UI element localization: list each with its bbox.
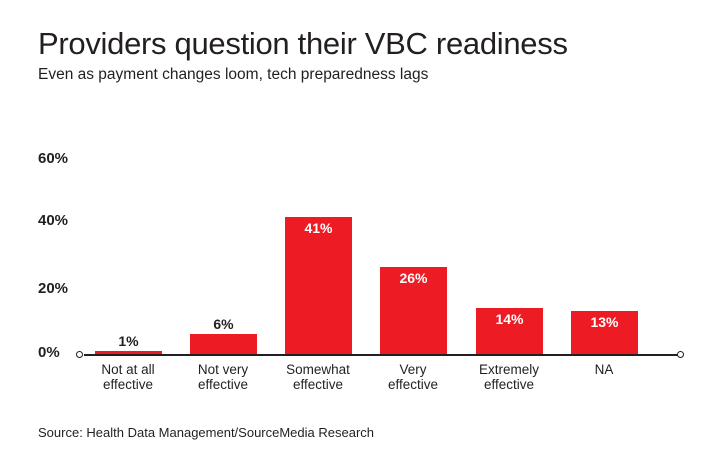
bar-value-label: 41% [304, 220, 333, 236]
bar-value-label: 26% [399, 270, 428, 286]
bar-not-very-effective [190, 334, 257, 355]
axis-start-circle-icon [76, 351, 83, 358]
chart-subtitle: Even as payment changes loom, tech prepa… [38, 66, 429, 83]
bar-value-label: 6% [213, 316, 234, 332]
y-tick-20: 20% [38, 280, 69, 297]
bar-value-label: 14% [495, 311, 524, 327]
source-note: Source: Health Data Management/SourceMed… [38, 425, 375, 440]
axis-end-circle-icon [677, 351, 684, 358]
x-category-label: Extremely effective [478, 362, 539, 392]
bar-very-effective [380, 267, 447, 355]
bar-somewhat-effective [285, 217, 352, 355]
y-tick-0: 0% [38, 344, 60, 361]
x-axis-line [84, 354, 679, 356]
chart-title: Providers question their VBC readiness [38, 26, 568, 61]
x-category-label: Not at all effective [101, 362, 155, 392]
bar-extremely-effective [476, 308, 543, 355]
bar-na [571, 311, 638, 355]
y-tick-40: 40% [38, 212, 69, 229]
bar-not-at-all-effective [95, 351, 162, 355]
y-tick-60: 60% [38, 150, 69, 167]
bar-value-label: 13% [590, 314, 619, 330]
x-category-label: NA [594, 362, 614, 377]
bar-value-label: 1% [118, 333, 139, 349]
x-category-label: Somewhat effective [286, 362, 350, 392]
x-category-label: Very effective [387, 362, 439, 392]
x-category-label: Not very effective [197, 362, 249, 392]
